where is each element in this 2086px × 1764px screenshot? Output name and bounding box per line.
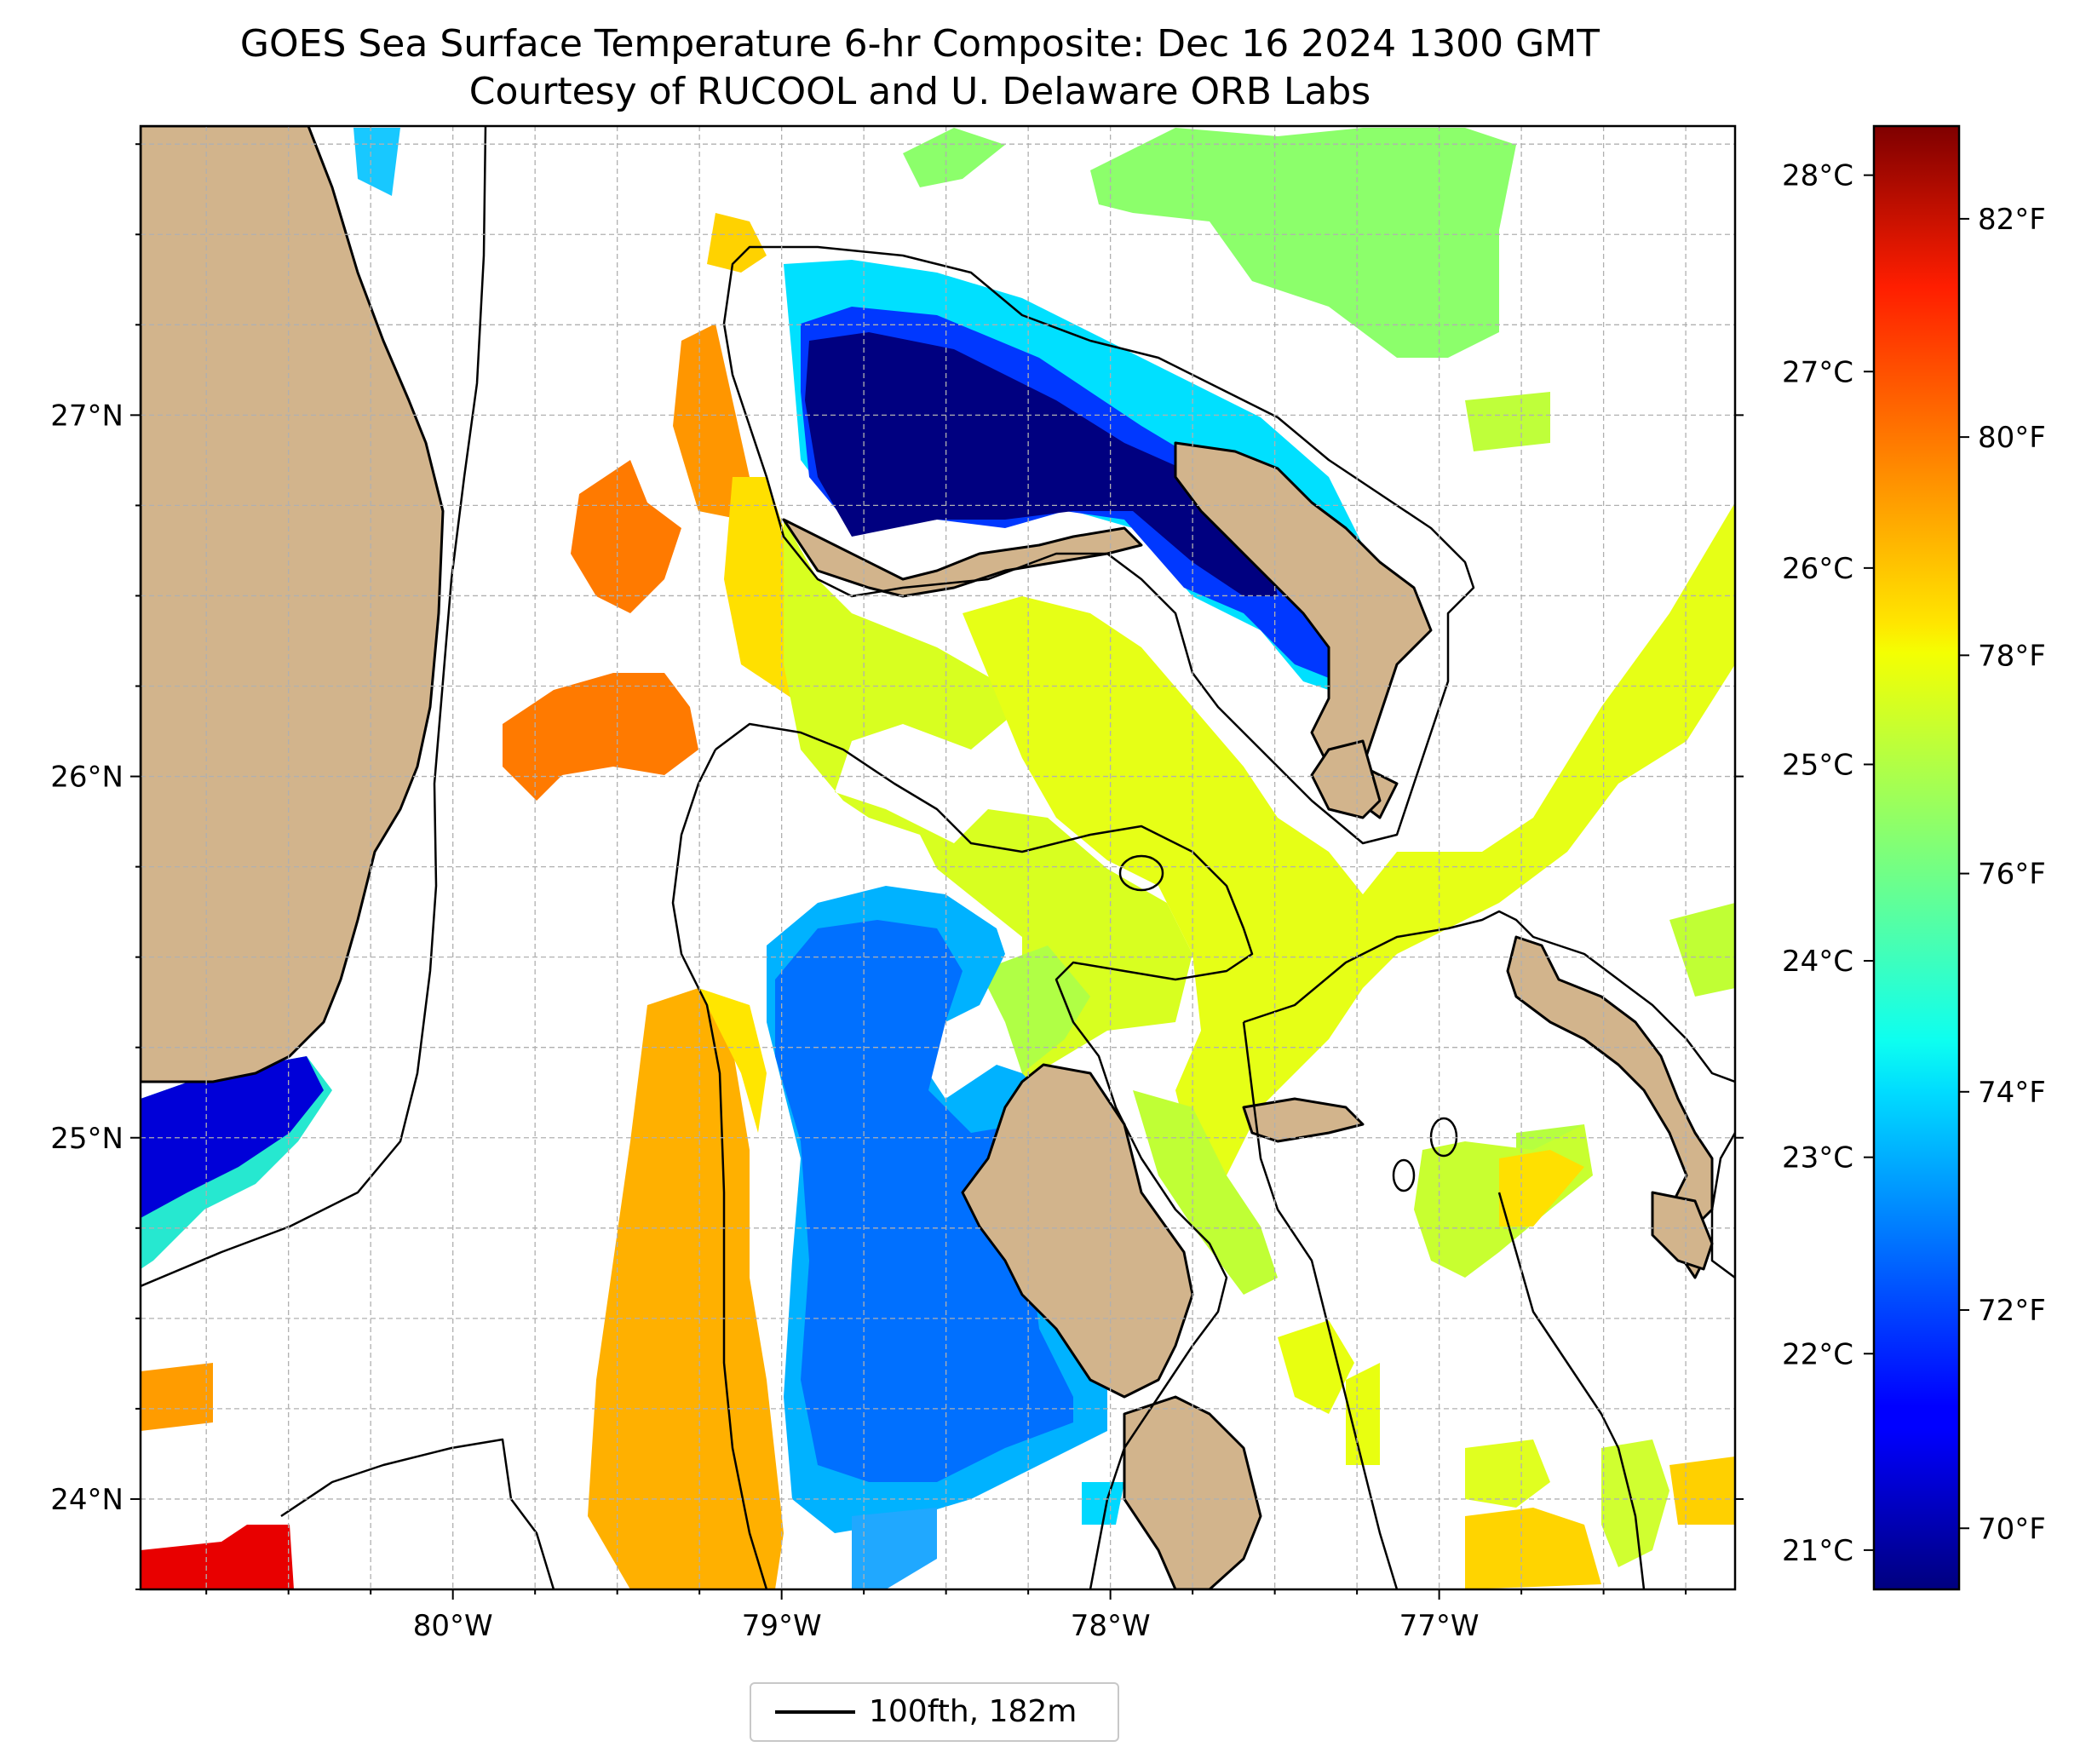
colorbar-frame — [1872, 124, 1961, 1591]
isobath-exuma-east — [1497, 1192, 1646, 1589]
lon-tick-label: 80°W — [413, 1609, 493, 1643]
sst-field — [141, 128, 1735, 1589]
isobath-little-bahama — [722, 245, 1475, 845]
gridlines — [141, 126, 1735, 1589]
celsius-tick-label: 27°C — [1782, 355, 1853, 389]
celsius-tick-label: 25°C — [1782, 748, 1853, 782]
sst-patch — [1133, 1090, 1278, 1295]
lat-tick-label: 25°N — [50, 1122, 124, 1156]
sst-patch — [141, 1363, 213, 1431]
lat-tick-label: 24°N — [50, 1483, 124, 1517]
sst-patch — [141, 1056, 324, 1218]
celsius-tick-label: 24°C — [1782, 945, 1853, 979]
axis-ticks: 80°W 79°W 78°W 77°W 27°N 26°N 25°N 24°N — [50, 143, 1744, 1643]
isobath-100fth — [141, 126, 1735, 1589]
sst-patch — [1669, 1457, 1735, 1525]
sst-patch — [141, 1525, 294, 1589]
land — [141, 126, 1714, 1589]
sst-patch — [1465, 1439, 1550, 1508]
sst-patch — [1465, 1508, 1601, 1589]
sst-patch — [673, 324, 750, 520]
sst-patch — [980, 945, 1090, 1073]
sst-patch — [571, 460, 681, 613]
fahrenheit-tick-label: 76°F — [1978, 858, 2046, 892]
isobath-florida-east — [141, 126, 487, 1288]
map-frame — [139, 124, 1737, 1591]
fahrenheit-tick-label: 80°F — [1978, 421, 2046, 455]
celsius-tick-label: 21°C — [1782, 1534, 1853, 1568]
sst-patch — [852, 1508, 937, 1589]
florida-landmass — [141, 126, 445, 1083]
sst-patch — [1465, 392, 1550, 451]
fahrenheit-tick-label: 82°F — [1978, 203, 2046, 237]
sst-patch — [707, 213, 767, 273]
fahrenheit-tick-label: 70°F — [1978, 1512, 2046, 1546]
colorbar — [1874, 126, 1959, 1589]
legend: 100fth, 182m — [750, 1682, 1119, 1742]
map-subtitle: Courtesy of RUCOOL and U. Delaware ORB L… — [468, 70, 1371, 113]
sst-patch — [588, 988, 784, 1589]
isobath-tongue — [1243, 910, 1735, 1083]
celsius-tick-label: 26°C — [1782, 552, 1853, 586]
grand-bahama — [782, 518, 1143, 598]
lat-tick-label: 27°N — [50, 399, 124, 433]
new-providence — [1242, 1097, 1365, 1143]
sst-patch — [1090, 128, 1516, 358]
isobath-eleuthera-east — [1710, 1132, 1735, 1279]
sst-patch — [1601, 1439, 1669, 1567]
sst-patch — [903, 128, 1005, 187]
fahrenheit-tick-label: 78°F — [1978, 639, 2046, 673]
isobath-florida-south — [280, 1438, 555, 1589]
isobath-gbb-north — [715, 722, 1254, 1589]
sst-patch — [1082, 1482, 1124, 1525]
isobath-gbb-west — [671, 749, 768, 1589]
legend-label: 100fth, 182m — [869, 1694, 1077, 1729]
isobath-island — [1392, 1158, 1416, 1192]
fahrenheit-tick-label: 72°F — [1978, 1294, 2046, 1328]
map-title: GOES Sea Surface Temperature 6-hr Compos… — [239, 22, 1600, 66]
celsius-tick-label: 23°C — [1782, 1141, 1853, 1175]
isobath-island — [1118, 854, 1164, 892]
sst-patch — [1499, 1150, 1584, 1227]
fahrenheit-tick-label: 74°F — [1978, 1076, 2046, 1110]
sst-patch — [963, 503, 1735, 1175]
sst-patch — [503, 673, 698, 801]
lat-tick-label: 26°N — [50, 761, 124, 795]
andros-island — [961, 1063, 1194, 1399]
lon-tick-label: 78°W — [1071, 1609, 1151, 1643]
colorbar-ticks: 21°C 22°C 23°C 24°C 25°C 26°C 27°C 28°C 70°F 72°F… — [1782, 159, 2046, 1568]
eleuthera-south — [1651, 1191, 1714, 1271]
celsius-tick-label: 22°C — [1782, 1337, 1853, 1371]
isobath-island — [1429, 1117, 1458, 1158]
sst-patch — [1669, 903, 1735, 997]
celsius-tick-label: 28°C — [1782, 159, 1853, 193]
sst-patch — [805, 332, 1278, 596]
lon-tick-label: 77°W — [1399, 1609, 1480, 1643]
abaco-island — [1174, 441, 1433, 819]
legend-line-swatch — [775, 1710, 855, 1714]
sst-patch — [1278, 1320, 1354, 1414]
abaco-south — [1310, 739, 1382, 819]
sst-patch — [353, 128, 400, 196]
sst-patch — [784, 520, 1192, 1082]
sst-patch — [1346, 1363, 1380, 1465]
lon-tick-label: 79°W — [742, 1609, 822, 1643]
sst-patch — [698, 988, 767, 1133]
sst-patch — [775, 920, 1073, 1482]
